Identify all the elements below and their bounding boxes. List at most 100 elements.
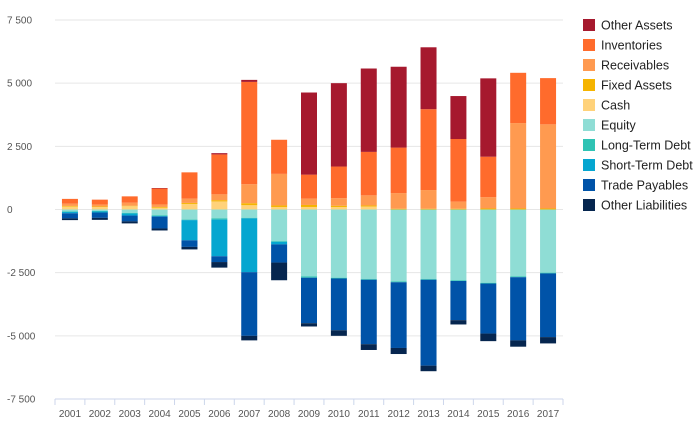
bar-segment[interactable] [241, 79, 258, 82]
bar-segment[interactable] [301, 277, 317, 324]
bar-segment[interactable] [121, 209, 138, 214]
bar-segment[interactable] [211, 201, 228, 210]
bar-segment[interactable] [91, 212, 108, 218]
legend-item[interactable]: Receivables [583, 59, 669, 73]
bar-segment[interactable] [241, 272, 258, 336]
bar-segment[interactable] [450, 208, 467, 210]
bar-segment[interactable] [61, 212, 78, 214]
bar-segment[interactable] [121, 205, 138, 207]
bar-segment[interactable] [420, 209, 437, 279]
bar-segment[interactable] [450, 139, 467, 202]
bar-segment[interactable] [420, 278, 437, 280]
bar-segment[interactable] [151, 207, 168, 210]
bar-segment[interactable] [301, 209, 317, 277]
bar-segment[interactable] [330, 205, 347, 207]
bar-segment[interactable] [271, 205, 288, 207]
bar-segment[interactable] [480, 209, 497, 283]
bar-segment[interactable] [121, 213, 138, 216]
bar-segment[interactable] [510, 277, 527, 341]
legend-item[interactable]: Other Liabilities [583, 199, 687, 213]
bar-segment[interactable] [360, 278, 377, 280]
bar-segment[interactable] [450, 320, 467, 325]
bar-segment[interactable] [480, 78, 497, 157]
bar-segment[interactable] [330, 198, 347, 206]
legend-item[interactable]: Inventories [583, 39, 662, 53]
bar-segment[interactable] [510, 209, 527, 277]
bar-segment[interactable] [330, 278, 347, 331]
legend-item[interactable]: Trade Payables [583, 179, 688, 193]
bar-segment[interactable] [420, 279, 437, 366]
bar-segment[interactable] [540, 78, 557, 125]
bar-segment[interactable] [301, 198, 317, 205]
bar-segment[interactable] [360, 205, 377, 207]
bar-segment[interactable] [420, 208, 437, 210]
legend-item[interactable]: Equity [583, 119, 636, 133]
bar-segment[interactable] [271, 139, 288, 174]
bar-segment[interactable] [121, 215, 138, 222]
bar-segment[interactable] [390, 193, 407, 209]
bar-segment[interactable] [211, 218, 228, 220]
bar-segment[interactable] [121, 196, 138, 203]
bar-segment[interactable] [91, 204, 108, 207]
bar-segment[interactable] [450, 201, 467, 209]
bar-segment[interactable] [61, 203, 78, 206]
bar-segment[interactable] [61, 209, 78, 212]
bar-segment[interactable] [480, 197, 497, 209]
bar-segment[interactable] [271, 173, 288, 206]
bar-segment[interactable] [181, 209, 198, 220]
bar-segment[interactable] [450, 209, 467, 281]
bar-segment[interactable] [480, 283, 497, 334]
bar-segment[interactable] [211, 194, 228, 201]
bar-segment[interactable] [330, 330, 347, 336]
bar-segment[interactable] [271, 262, 288, 281]
bar-segment[interactable] [151, 188, 168, 205]
bar-segment[interactable] [211, 262, 228, 268]
bar-segment[interactable] [540, 209, 557, 273]
bar-segment[interactable] [271, 244, 288, 263]
bar-segment[interactable] [540, 272, 557, 274]
bar-segment[interactable] [61, 205, 78, 207]
bar-segment[interactable] [480, 208, 497, 210]
bar-segment[interactable] [360, 344, 377, 350]
bar-segment[interactable] [181, 220, 198, 241]
bar-segment[interactable] [61, 213, 78, 219]
bar-segment[interactable] [510, 340, 527, 347]
legend-item[interactable]: Cash [583, 99, 630, 113]
bar-segment[interactable] [241, 335, 258, 341]
bar-segment[interactable] [330, 206, 347, 210]
bar-segment[interactable] [301, 92, 317, 175]
bar-segment[interactable] [61, 211, 78, 213]
legend-item[interactable]: Long-Term Debt [583, 139, 691, 153]
bar-segment[interactable] [241, 203, 258, 206]
bar-segment[interactable] [330, 83, 347, 167]
bar-segment[interactable] [241, 81, 258, 185]
bar-segment[interactable] [181, 202, 198, 204]
bar-segment[interactable] [181, 246, 198, 250]
bar-segment[interactable] [91, 211, 108, 212]
bar-segment[interactable] [211, 153, 228, 155]
bar-segment[interactable] [510, 123, 527, 209]
bar-segment[interactable] [510, 208, 527, 210]
bar-segment[interactable] [540, 124, 557, 209]
bar-segment[interactable] [241, 184, 258, 204]
bar-segment[interactable] [360, 151, 377, 196]
bar-segment[interactable] [480, 333, 497, 342]
bar-segment[interactable] [181, 198, 198, 203]
bar-segment[interactable] [151, 209, 168, 216]
bar-segment[interactable] [211, 219, 228, 257]
bar-segment[interactable] [61, 198, 78, 204]
bar-segment[interactable] [301, 323, 317, 327]
bar-segment[interactable] [540, 208, 557, 210]
bar-segment[interactable] [151, 228, 168, 231]
bar-segment[interactable] [211, 154, 228, 195]
bar-segment[interactable] [510, 276, 527, 278]
bar-segment[interactable] [151, 206, 168, 208]
bar-segment[interactable] [211, 256, 228, 263]
bar-segment[interactable] [181, 240, 198, 247]
bar-segment[interactable] [480, 156, 497, 198]
bar-segment[interactable] [390, 282, 407, 348]
bar-segment[interactable] [91, 206, 108, 207]
bar-segment[interactable] [271, 241, 288, 242]
bar-segment[interactable] [121, 221, 138, 224]
bar-segment[interactable] [360, 68, 377, 152]
